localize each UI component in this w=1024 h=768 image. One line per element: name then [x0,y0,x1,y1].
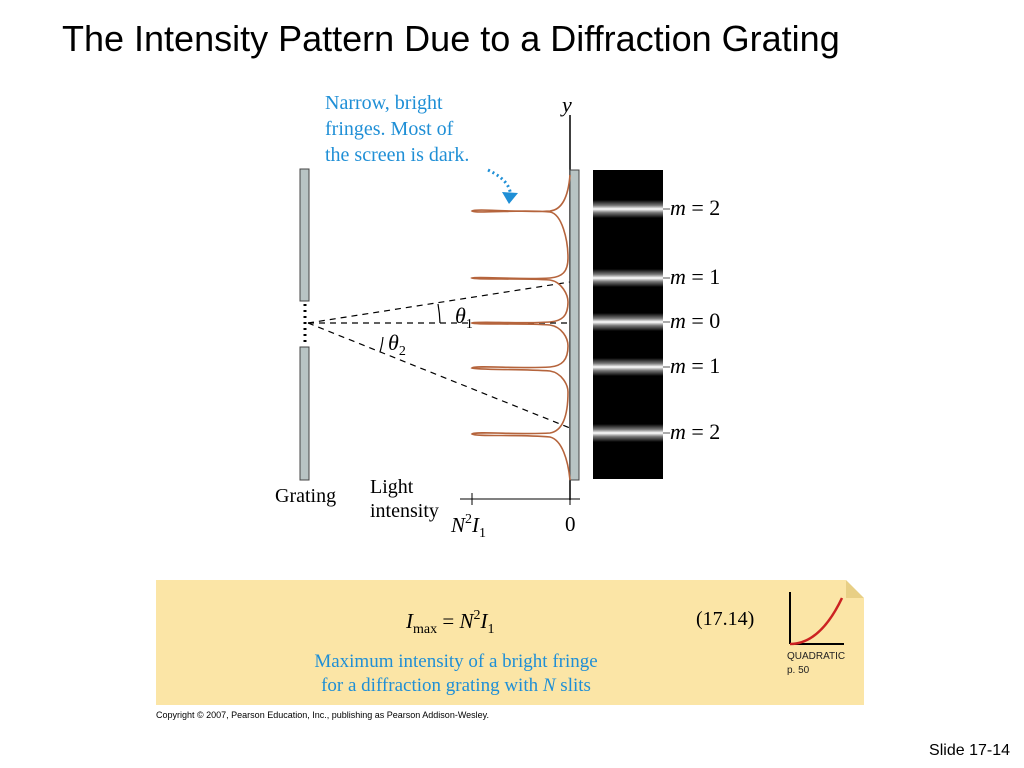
equation-description: Maximum intensity of a bright fringe for… [314,651,598,696]
intensity-zero-label: 0 [565,512,576,536]
grating-label: Grating [275,485,337,507]
theta2-arc [379,336,384,353]
y-axis-label: y [562,92,572,117]
slide-title: The Intensity Pattern Due to a Diffracti… [62,18,840,59]
max-intensity-equation: Imax = N2I1 [406,608,495,637]
fringe-m1-bottom [593,358,663,376]
theta1-label: θ1 [455,303,473,332]
theta1-arc [437,303,441,324]
equation-panel: Imax = N2I1 (17.14) Maximum intensity of… [156,580,864,705]
fringe-m0 [593,313,663,331]
order-label-m0: m = 0 [670,308,721,333]
theta2-label: θ2 [388,330,406,359]
equation-number: (17.14) [696,608,755,630]
intensity-curve [470,174,571,481]
copyright-notice: Copyright © 2007, Pearson Education, Inc… [156,710,489,720]
callout-arrowhead [502,192,518,204]
slide-number: Slide 17-14 [929,742,1010,759]
quadratic-label: QUADRATIC p. 50 [787,651,846,676]
grating-lower-bar [299,346,310,481]
viewing-screen [569,169,580,481]
intensity-max-label: N2I1 [451,512,487,541]
order-label-m2-top: m = 2 [670,195,721,220]
diffraction-diagram [299,115,670,505]
ray-lines [307,281,571,429]
order-label-m1-top: m = 1 [670,264,721,289]
fringe-callout: Narrow, bright fringes. Most of the scre… [325,92,470,166]
grating-upper-bar [299,168,310,302]
diffraction-figure: Narrow, bright fringes. Most of the scre… [250,80,780,560]
panel-folded-corner [846,580,864,598]
order-label-m1-bottom: m = 1 [670,353,721,378]
fringe-m2-bottom [593,424,663,442]
light-intensity-label: Light intensity [370,476,439,522]
order-label-m2-bottom: m = 2 [670,419,721,444]
fringe-m2-top [593,200,663,218]
fringe-m1-top [593,269,663,287]
quadratic-graph-icon [789,592,844,646]
order-ticks [663,208,670,434]
